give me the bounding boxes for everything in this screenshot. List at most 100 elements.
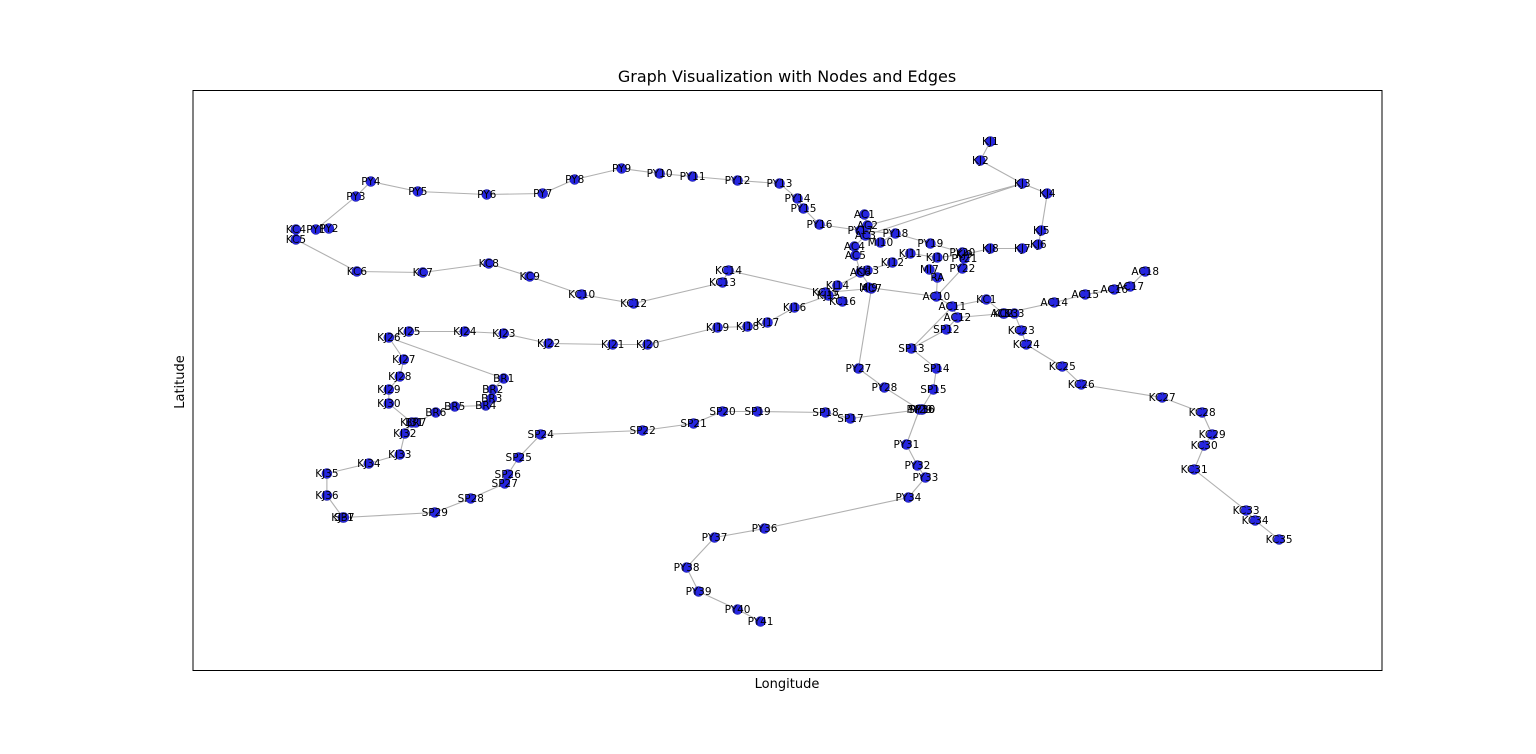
node-AC13 xyxy=(999,308,1010,319)
node-label-KC2: KC2 xyxy=(993,308,1013,320)
node-KJ6 xyxy=(1033,239,1044,250)
node-label-KJ35: KJ35 xyxy=(315,468,338,480)
node-KJ11 xyxy=(905,248,916,259)
edge-PY1-PY3 xyxy=(315,196,357,230)
node-SP17 xyxy=(845,413,856,424)
edge-KJ3-AC2 xyxy=(867,182,1023,227)
node-label-PY31: PY31 xyxy=(893,439,919,451)
edge-KC5-KC6 xyxy=(295,239,358,272)
edge-PY18-PY19 xyxy=(895,232,931,245)
node-label-KJ7: KJ7 xyxy=(1014,243,1031,255)
node-KJ8 xyxy=(985,243,996,254)
node-label-PY29: PY29 xyxy=(906,404,932,416)
node-label-SP14: SP14 xyxy=(923,363,950,375)
edge-KC9-KC10 xyxy=(529,275,582,296)
node-label-KJ6: KJ6 xyxy=(1030,239,1047,251)
edge-SP17-SP16 xyxy=(850,408,922,420)
node-label-KJ34: KJ34 xyxy=(357,458,381,470)
node-KC25 xyxy=(1057,361,1068,372)
node-label-KJ33: KJ33 xyxy=(388,449,411,461)
edge-PY27-PY28 xyxy=(858,368,885,388)
node-SP19 xyxy=(752,406,763,417)
node-label-PY7: PY7 xyxy=(533,188,552,200)
node-SP25 xyxy=(513,452,524,463)
node-KJ4 xyxy=(1042,188,1053,199)
node-KJ14 xyxy=(832,280,843,291)
node-PY8 xyxy=(569,174,580,185)
node-KJ20 xyxy=(642,339,653,350)
node-label-SP24: SP24 xyxy=(528,429,555,441)
node-KC1 xyxy=(981,294,992,305)
edge-AC14-AC15 xyxy=(1054,293,1086,304)
node-PY27 xyxy=(853,363,864,374)
edge-KC1-AC11 xyxy=(952,298,987,308)
node-label-KC1: KC1 xyxy=(976,294,996,306)
node-PY6 xyxy=(481,189,493,200)
node-label-KC12: KC12 xyxy=(620,298,647,310)
node-label-PY6: PY6 xyxy=(477,189,497,201)
edge-PY29-PY31 xyxy=(905,409,920,445)
node-AC5 xyxy=(850,250,861,261)
node-label-KC26: KC26 xyxy=(1068,379,1095,391)
edge-layer xyxy=(295,141,1280,622)
node-SP29 xyxy=(429,507,441,518)
node-PY36 xyxy=(759,523,770,534)
node-label-PY1: PY1 xyxy=(306,224,325,236)
node-KC35 xyxy=(1273,534,1285,545)
node-KJ1 xyxy=(985,136,996,147)
node-SP14 xyxy=(931,363,942,374)
node-label-SP16: SP16 xyxy=(908,404,935,416)
edge-SP25-SP24 xyxy=(518,434,542,458)
node-label-AC12: AC12 xyxy=(944,312,972,324)
node-KJ21 xyxy=(607,339,618,350)
node-label-SP12: SP12 xyxy=(933,324,959,336)
node-label-PY18: PY18 xyxy=(882,228,908,240)
node-label-PY11: PY11 xyxy=(680,171,706,183)
edge-SP29-SP28 xyxy=(434,497,471,514)
node-KC8 xyxy=(483,258,495,269)
node-label-AC16: AC16 xyxy=(1100,284,1128,296)
edge-PY36-PY37 xyxy=(714,527,765,539)
node-label-KC3: KC3 xyxy=(1004,308,1024,320)
node-BR6 xyxy=(430,407,442,418)
edge-KJ34-KJ35 xyxy=(326,462,369,475)
edge-SP28-SP27 xyxy=(470,482,505,500)
edge-BR1-KJ26 xyxy=(388,336,504,380)
node-PY38 xyxy=(681,562,692,573)
node-label-PY12: PY12 xyxy=(725,175,751,187)
node-PY9 xyxy=(616,163,627,174)
node-label-AC17: AC17 xyxy=(1116,281,1144,293)
edge-KJ23-KJ24 xyxy=(464,330,504,335)
node-label-MI7: MI7 xyxy=(920,264,939,276)
node-label-KC5: KC5 xyxy=(286,234,306,246)
node-KC14 xyxy=(723,265,734,276)
edge-KJ19-KJ20 xyxy=(647,326,718,346)
node-label-RA: RA xyxy=(930,272,945,284)
node-label-SP26: SP26 xyxy=(495,469,522,481)
node-KJ29 xyxy=(383,384,395,395)
node-label-KJ26: KJ26 xyxy=(377,332,401,344)
edge-KC7-KC8 xyxy=(422,262,489,274)
node-KC28 xyxy=(1196,407,1208,418)
node-label-PY32: PY32 xyxy=(904,460,930,472)
node-label-PY15: PY15 xyxy=(791,203,817,215)
edge-KJ21-KJ22 xyxy=(548,342,613,346)
node-label-KJ16: KJ16 xyxy=(783,302,807,314)
node-label-KJ23: KJ23 xyxy=(492,328,515,340)
node-label-KC7: KC7 xyxy=(413,267,433,279)
node-label-KC14: KC14 xyxy=(715,265,742,277)
edge-KC26-KC27 xyxy=(1081,383,1163,399)
node-label-AC3: AC3 xyxy=(855,230,876,242)
edge-PY11-PY12 xyxy=(692,175,738,182)
node-label-KJ12: KJ12 xyxy=(881,257,904,269)
label-layer: KJ1KJ2KJ3KJ4KJ5KJ6KJ7KJ8KJ9KJ10KJ11KJ12K… xyxy=(286,136,1293,628)
node-label-PY10: PY10 xyxy=(647,168,673,180)
edge-SP13-SP12 xyxy=(911,329,947,349)
node-label-KJ28: KJ28 xyxy=(388,371,411,383)
node-label-PY30: PY30 xyxy=(909,404,935,416)
node-AC12 xyxy=(952,312,963,323)
node-KC34 xyxy=(1249,515,1261,526)
node-label-PY14: PY14 xyxy=(785,193,811,205)
node-KJ16 xyxy=(789,302,800,313)
